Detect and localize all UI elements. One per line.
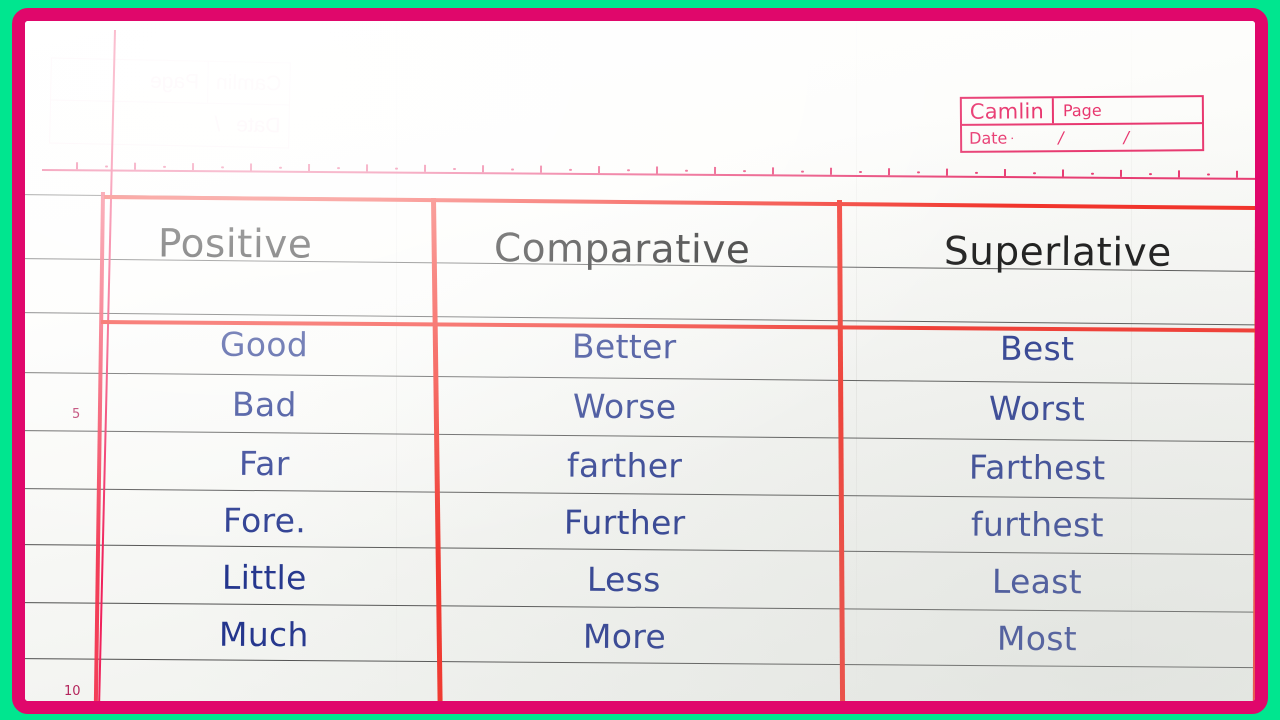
table-cell: Far bbox=[238, 443, 290, 484]
table-cell: Further bbox=[563, 502, 686, 543]
paper-crease bbox=[856, 21, 857, 701]
notebook-paper: Camlin Page Date / Camlin Page Date · bbox=[16, 21, 1268, 714]
table-cell: Better bbox=[571, 326, 677, 367]
paper-crease bbox=[396, 21, 397, 701]
table-cell: farther bbox=[566, 445, 683, 486]
table-cell: furthest bbox=[970, 504, 1104, 545]
table-cell: Little bbox=[221, 557, 307, 598]
table-cell: Bad bbox=[231, 384, 297, 425]
table-cell: Most bbox=[996, 618, 1078, 659]
table-cell: Fore. bbox=[222, 500, 307, 541]
margin-line-number: 5 bbox=[72, 407, 81, 422]
table-cell: Less bbox=[586, 559, 661, 600]
table-cell: Good bbox=[219, 324, 309, 365]
ruled-line bbox=[16, 712, 1268, 714]
table-cell: Much bbox=[218, 614, 309, 655]
table-body: Good Better Best Bad Worse Worst Far farther Far… bbox=[25, 21, 1255, 701]
table-cell: More bbox=[582, 616, 667, 657]
table-cell: Worse bbox=[572, 386, 677, 427]
table-cell: Worst bbox=[988, 388, 1086, 429]
table-cell: Farthest bbox=[968, 447, 1106, 488]
margin-line-number: 10 bbox=[64, 684, 81, 699]
photo-inner-pink-frame: Camlin Page Date / Camlin Page Date · bbox=[12, 8, 1268, 714]
table-cell: Best bbox=[999, 328, 1075, 369]
table-cell: Least bbox=[991, 561, 1083, 602]
paper-crease bbox=[1131, 21, 1132, 701]
ruler-dot bbox=[1265, 173, 1268, 176]
